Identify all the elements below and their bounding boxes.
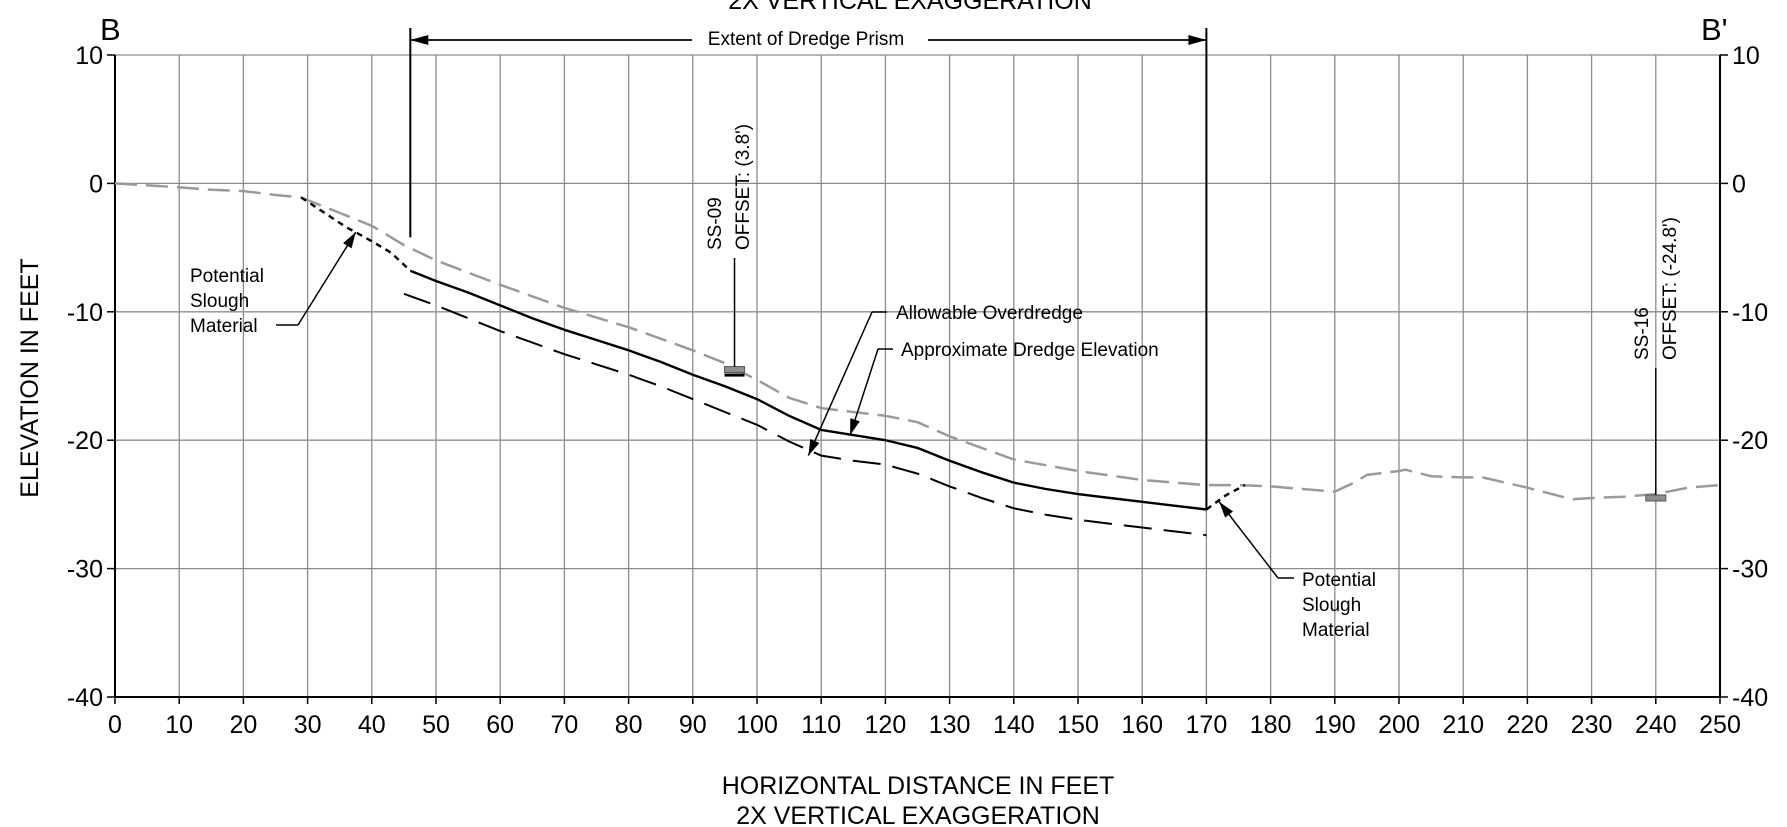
y-tick-label-left: 10 <box>75 42 103 70</box>
x-tick-label: 140 <box>993 711 1035 739</box>
x-tick-label: 240 <box>1635 711 1677 739</box>
x-tick-label: 170 <box>1186 711 1228 739</box>
slough-left-label-1: Potential <box>190 266 264 287</box>
x-tick-label: 220 <box>1507 711 1549 739</box>
section-label-left: B <box>100 12 121 47</box>
x-tick-label: 40 <box>358 711 386 739</box>
x-tick-label: 160 <box>1121 711 1163 739</box>
series-dredge <box>409 269 1207 511</box>
y-tick-label-right: -20 <box>1732 427 1768 455</box>
dredge-prism-extent <box>409 28 1208 510</box>
grid-lines <box>115 54 1720 697</box>
y-tick-label-left: -30 <box>67 556 103 584</box>
x-tick-label: 50 <box>422 711 450 739</box>
x-tick-label: 190 <box>1314 711 1356 739</box>
x-tick-label: 0 <box>108 711 122 739</box>
callout-leaders <box>276 231 1294 579</box>
slough-left-label-2: Slough <box>190 291 249 312</box>
y-tick-label-left: -10 <box>67 299 103 327</box>
slough-right-leader <box>1218 501 1279 579</box>
x-tick-label: 60 <box>486 711 514 739</box>
extent-arrowhead-left <box>410 35 429 45</box>
slough-right-label-1: Potential <box>1302 570 1376 591</box>
ss16-offset-label: OFFSET: (-24.8') <box>1660 217 1681 360</box>
series-overdredge <box>403 292 1207 537</box>
x-tick-label: 130 <box>929 711 971 739</box>
y-tick-labels: 10 10 0 0 -10 -10 -20 -20 -30 -30 -40 -40 <box>67 42 1768 712</box>
x-tick-label: 90 <box>679 711 707 739</box>
ss09-id-label: SS-09 <box>705 197 726 250</box>
x-tick-label: 210 <box>1442 711 1484 739</box>
extent-label: Extent of Dredge Prism <box>708 29 904 50</box>
x-tick-label: 250 <box>1699 711 1741 739</box>
x-axis-subtitle: 2X VERTICAL EXAGGERATION <box>736 802 1100 827</box>
y-axis-title: ELEVATION IN FEET <box>16 258 44 497</box>
slough-left-leader <box>297 231 357 326</box>
x-tick-label: 200 <box>1378 711 1420 739</box>
plot-frame <box>107 54 1728 704</box>
slough-right-label-2: Slough <box>1302 595 1361 616</box>
x-tick-label: 80 <box>615 711 643 739</box>
chart-top-title: 2X VERTICAL EXAGGERATION <box>728 0 1092 15</box>
x-tick-label: 120 <box>865 711 907 739</box>
x-tick-label: 30 <box>294 711 322 739</box>
y-tick-label-right: -10 <box>1732 299 1768 327</box>
overdredge-label: Allowable Overdredge <box>896 303 1083 324</box>
section-label-right: B' <box>1701 12 1728 47</box>
x-tick-label: 20 <box>229 711 257 739</box>
extent-arrowhead-right <box>1188 35 1207 45</box>
y-tick-label-right: -40 <box>1732 684 1768 712</box>
x-axis-title: HORIZONTAL DISTANCE IN FEET <box>722 772 1115 800</box>
series-slough_right <box>1205 484 1246 511</box>
series-slough_left <box>300 196 412 272</box>
overdredge-leader-head <box>808 439 820 456</box>
sample-marker <box>1645 494 1667 502</box>
ss09-offset-label: OFFSET: (3.8') <box>733 124 754 250</box>
x-tick-labels: 0 10 20 30 40 50 60 70 80 90 100 110 120 130 140 150 160… <box>108 711 1741 739</box>
slough-left-label-3: Material <box>190 316 258 337</box>
y-tick-label-right: 10 <box>1732 42 1760 70</box>
x-tick-label: 10 <box>165 711 193 739</box>
slough-left-leader-head <box>343 232 356 249</box>
sample-markers <box>724 258 1667 502</box>
x-tick-label: 180 <box>1250 711 1292 739</box>
x-tick-label: 110 <box>801 711 841 739</box>
y-tick-label-right: 0 <box>1732 170 1746 198</box>
y-tick-label-right: -30 <box>1732 556 1768 584</box>
overdredge-leader <box>807 311 873 456</box>
sample-marker <box>724 366 746 374</box>
y-tick-label-left: -20 <box>67 427 103 455</box>
slough-right-label-3: Material <box>1302 620 1370 641</box>
x-tick-label: 230 <box>1571 711 1613 739</box>
x-tick-label: 70 <box>550 711 578 739</box>
dredge-elevation-label: Approximate Dredge Elevation <box>901 340 1159 361</box>
x-tick-label: 150 <box>1057 711 1099 739</box>
y-tick-label-left: 0 <box>89 170 103 198</box>
slough-right-leader-head <box>1219 501 1233 518</box>
series-existing <box>114 182 1721 501</box>
dredge-elevation-leader-head <box>850 418 860 436</box>
x-tick-label: 100 <box>736 711 778 739</box>
sample-marker-base <box>724 373 745 377</box>
y-tick-label-left: -40 <box>67 684 103 712</box>
profile-lines <box>114 182 1721 537</box>
ss16-id-label: SS-16 <box>1632 307 1653 360</box>
